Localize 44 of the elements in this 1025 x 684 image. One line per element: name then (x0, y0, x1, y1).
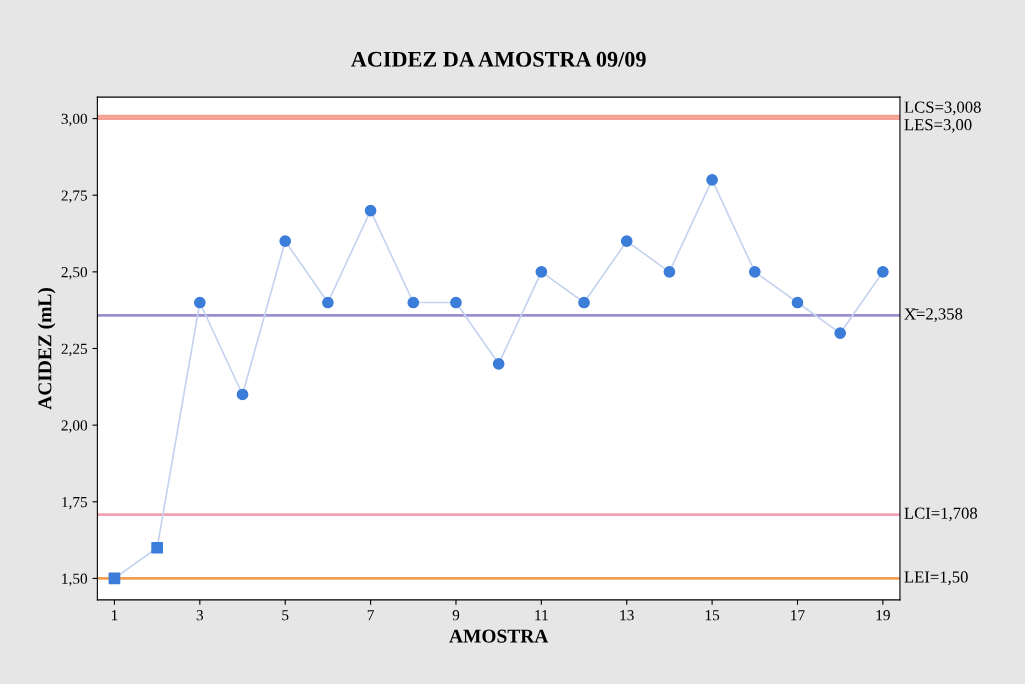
point (492, 357, 505, 370)
x-tick-label: 9 (452, 610, 460, 621)
x-tick-label: 17 (791, 610, 805, 621)
x-tick-label: 19 (876, 610, 890, 621)
point (706, 174, 718, 186)
point (407, 296, 420, 309)
x-axis-title: AMOSTRA (449, 629, 549, 643)
ref-line-label: X̄=2,358 (904, 308, 963, 322)
x-tick-label: 1 (111, 610, 118, 621)
y-tick-label: 2,50 (61, 267, 88, 280)
point (535, 266, 548, 278)
point (108, 572, 121, 585)
point (279, 235, 292, 248)
x-tick-label: 11 (535, 610, 548, 621)
ref-line-label: LES=3,00 (904, 119, 972, 133)
ref-line-label: LCS=3,008 (904, 101, 981, 116)
point (663, 266, 676, 278)
point (193, 296, 206, 309)
x-tick-label: 3 (196, 610, 204, 621)
point (236, 388, 249, 401)
ref-line-label: LEI=1,50 (904, 571, 968, 585)
x-tick-label: 15 (705, 610, 720, 621)
x-tick-label: 5 (282, 610, 289, 621)
y-axis-title: ACIDEZ (mL) (37, 288, 56, 410)
x-tick-label: 7 (367, 610, 374, 621)
point (364, 204, 377, 217)
point (834, 327, 847, 340)
y-tick-label: 3,00 (61, 113, 88, 127)
point (322, 296, 334, 309)
chart-title: ACIDEZ DA AMOSTRA 09/09 (351, 51, 646, 67)
y-tick-label: 1,75 (62, 496, 88, 510)
point (791, 296, 804, 309)
point (877, 266, 889, 278)
ref-line-label: LCI=1,708 (904, 507, 978, 522)
point (578, 296, 590, 309)
y-tick-label: 1,50 (62, 573, 88, 587)
point (620, 235, 633, 248)
point (748, 266, 761, 278)
point (151, 541, 163, 554)
y-tick-label: 2,75 (61, 190, 88, 203)
y-tick-label: 2,00 (61, 420, 88, 433)
y-tick-label: 2,25 (61, 343, 88, 357)
x-tick-label: 13 (620, 610, 634, 621)
point (450, 296, 462, 309)
